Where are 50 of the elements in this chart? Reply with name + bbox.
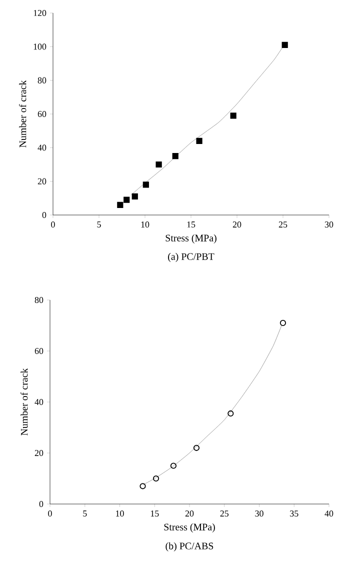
y-axis-title: Number of crack: [19, 80, 26, 148]
y-tick-label: 20: [34, 450, 44, 456]
x-tick-label: 15: [150, 510, 159, 517]
y-tick-label: 60: [38, 110, 46, 118]
point: [142, 182, 149, 188]
point: [124, 196, 130, 203]
y-tick-label: 40: [38, 144, 46, 151]
point: [132, 193, 138, 200]
x-axis-title: Stress (MPa): [166, 234, 216, 244]
y-tick-label: 80: [34, 296, 44, 304]
y-axis-title: Number of crack: [20, 368, 28, 436]
point: [156, 161, 162, 168]
text: (a) PC/PBT: [168, 252, 214, 262]
y-tick-label: 0: [42, 212, 46, 218]
point: [193, 444, 200, 451]
x-tick-label: 10: [141, 222, 150, 228]
x-tick-label: 20: [232, 222, 242, 228]
text: (b) PC/ABS: [166, 542, 214, 552]
x-tick-label: 20: [185, 510, 194, 517]
point: [140, 483, 146, 490]
point: [152, 475, 160, 482]
x-tick-label: 5: [97, 222, 101, 228]
x-axis-title: Stress (MPa): [164, 523, 215, 532]
y-tick-label: 120: [34, 10, 46, 16]
point: [196, 138, 202, 144]
x-tick-label: 35: [290, 510, 298, 517]
point: [282, 42, 288, 48]
point: [117, 202, 124, 208]
point: [170, 462, 177, 469]
y-tick-label: 40: [34, 398, 44, 406]
point: [172, 153, 178, 160]
x-tick-label: 25: [278, 222, 288, 228]
point: [280, 320, 286, 326]
x-tick-label: 15: [187, 222, 196, 228]
x-tick-label: 0: [48, 510, 52, 517]
x-tick-label: 40: [324, 510, 334, 517]
x-tick-label: 30: [324, 222, 334, 228]
y-tick-label: 100: [34, 44, 46, 50]
y-tick-label: 20: [38, 178, 46, 184]
point: [228, 410, 234, 417]
x-tick-label: 10: [116, 510, 124, 517]
line-series: [142, 325, 282, 486]
y-tick-label: 80: [38, 77, 46, 84]
x-tick-label: 0: [51, 222, 55, 228]
y-tick-label: 0: [39, 500, 44, 508]
y-tick-label: 60: [34, 348, 44, 354]
x-tick-label: 30: [255, 510, 264, 517]
x-tick-label: 5: [83, 510, 87, 516]
point: [230, 112, 236, 119]
x-tick-label: 25: [220, 510, 229, 517]
